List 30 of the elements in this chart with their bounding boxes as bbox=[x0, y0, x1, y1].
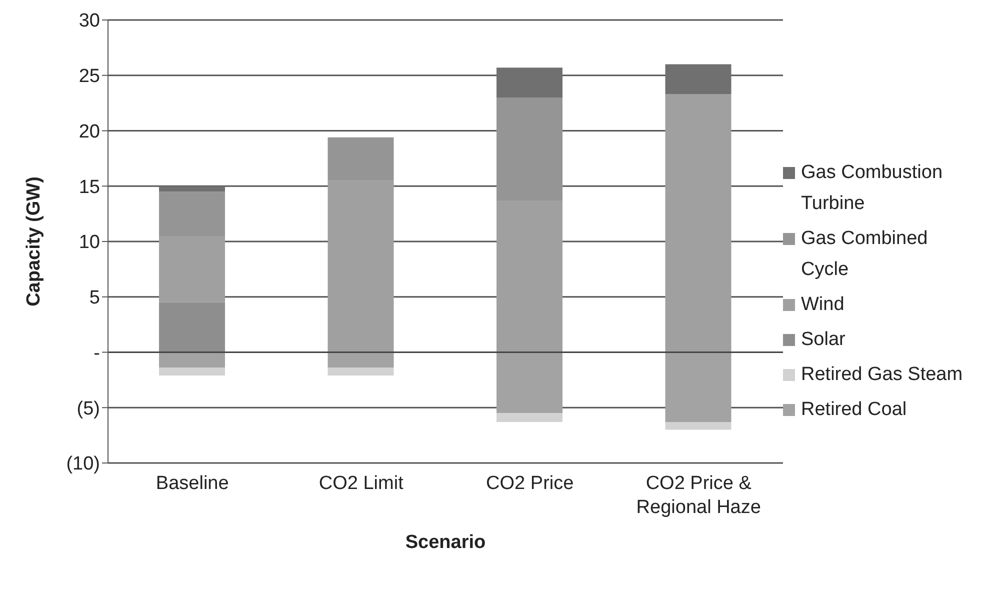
legend-label: Solar bbox=[801, 328, 846, 352]
bar bbox=[496, 413, 562, 422]
y-tick-label: (5) bbox=[76, 398, 100, 420]
bar bbox=[665, 422, 732, 430]
bar bbox=[665, 64, 732, 94]
y-tick-label: 25 bbox=[78, 66, 100, 88]
x-tick-label: CO2 Limit bbox=[318, 473, 404, 494]
y-tick-label: 20 bbox=[78, 121, 100, 142]
x-tick-label: CO2 Price bbox=[486, 473, 574, 494]
bar bbox=[328, 368, 394, 376]
y-axis-title: Capacity (GW) bbox=[24, 176, 45, 306]
y-tick-label: 30 bbox=[78, 10, 100, 32]
legend-label: Gas Combustion Turbine bbox=[801, 161, 944, 216]
legend-label: Gas Combined Cycle bbox=[801, 227, 929, 282]
legend-label: Retired Gas Steam bbox=[801, 363, 963, 387]
bar bbox=[496, 68, 562, 98]
y-tick-label: - bbox=[94, 342, 100, 364]
legend-label: Retired Coal bbox=[801, 398, 907, 422]
x-tick-label: Baseline bbox=[156, 473, 229, 494]
y-tick-label: 5 bbox=[89, 288, 100, 309]
bar bbox=[159, 352, 225, 368]
y-tick-label: (10) bbox=[66, 454, 100, 475]
bar bbox=[159, 302, 225, 352]
y-tick-label: 15 bbox=[78, 176, 100, 198]
legend-label: Wind bbox=[801, 293, 844, 317]
x-axis-title: Scenario bbox=[405, 532, 486, 553]
bar bbox=[159, 368, 225, 376]
bar bbox=[159, 186, 225, 192]
x-tick-label: CO2 Price & Regional Haze bbox=[636, 473, 761, 518]
y-tick-label: 10 bbox=[78, 232, 100, 254]
